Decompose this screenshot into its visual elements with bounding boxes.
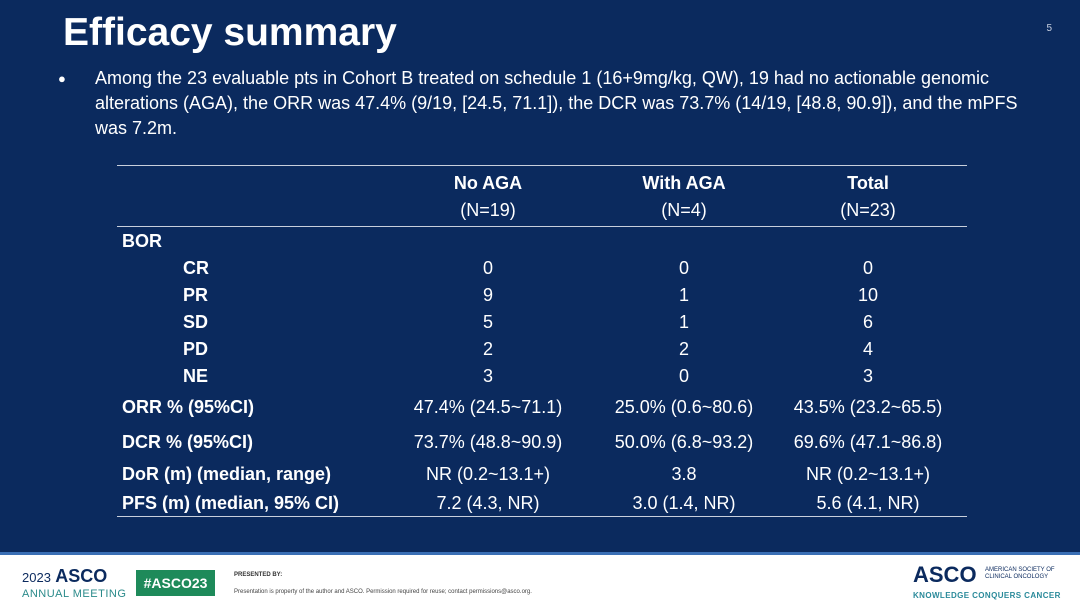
row-label: PR [183,284,209,305]
table-cell: 5 [482,311,493,332]
table-cell: 69.6% (47.1~86.8) [793,432,943,452]
row-label: DoR (m) (median, range) [122,464,332,484]
table-row: CR 0 0 0 [117,254,967,281]
row-label: PFS (m) (median, 95% CI) [122,492,340,513]
table-cell: 5.6 (4.1, NR) [816,492,920,513]
efficacy-table: No AGA (N=19) With AGA (N=4) Total (N=23) B… [117,165,967,517]
table-cell: 9 [482,284,493,305]
table-cell: 25.0% (0.6~80.6) [614,397,754,417]
row-label: PD [183,338,209,359]
table-cell: 1 [678,311,689,332]
footer: 2023 ASCO ANNUAL MEETING #ASCO23 PRESENT… [0,552,1080,608]
row-label: CR [183,257,209,278]
row-label: SD [183,311,209,332]
table-cell: 2 [482,338,493,359]
table-cell: 3 [862,365,873,386]
table-cell: 0 [678,257,689,278]
table-cell: NR (0.2~13.1+) [805,464,931,484]
table-cell: 50.0% (6.8~93.2) [614,432,754,452]
bullet-icon: ● [58,71,66,86]
table-cell: 1 [678,284,689,305]
section-label: BOR [122,230,162,251]
table-row: ORR % (95%CI) 47.4% (24.5~71.1) 25.0% (0.6… [117,389,967,425]
table-cell: 0 [678,365,689,386]
bullet-text: Among the 23 evaluable pts in Cohort B t… [95,68,1018,138]
column-header: No AGA (N=19) [453,173,523,220]
table-row: PR 9 1 10 [117,281,967,308]
page-number: 5 [1046,23,1052,34]
table-header: No AGA (N=19) With AGA (N=4) Total (N=23) [117,166,967,227]
table-cell: 0 [482,257,493,278]
table-cell: 6 [862,311,873,332]
table-cell: 3.8 [671,464,697,484]
row-label: NE [183,365,209,386]
table-cell: 0 [862,257,873,278]
table-cell: 10 [857,284,879,305]
table-row: DCR % (95%CI) 73.7% (48.8~90.9) 50.0% (6.8… [117,425,967,459]
table-cell: 7.2 (4.3, NR) [436,492,540,513]
table-row: NE 3 0 3 [117,362,967,389]
table-cell: 2 [678,338,689,359]
table-row: SD 5 1 6 [117,308,967,335]
table-cell: 3 [482,365,493,386]
table-cell: 4 [862,338,873,359]
table-cell: 47.4% (24.5~71.1) [413,397,563,417]
hashtag-badge: #ASCO23 [136,570,215,596]
table-row: DoR (m) (median, range) NR (0.2~13.1+) 3.8… [117,459,967,489]
tagline: KNOWLEDGE CONQUERS CANCER [913,591,1061,600]
asco-meeting-logo: 2023 ASCO [22,566,108,586]
row-label: DCR % (95%CI) [122,432,254,452]
meeting-label: ANNUAL MEETING [22,588,127,600]
table-row: PFS (m) (median, 95% CI) 7.2 (4.3, NR) 3.0… [117,489,967,516]
table-cell: 3.0 (1.4, NR) [632,492,736,513]
presented-by: PRESENTED BY: [234,572,283,578]
table-row: BOR [117,227,967,254]
column-header: With AGA (N=4) [642,173,726,220]
slide-title: Efficacy summary [63,11,397,54]
column-header: Total (N=23) [840,173,896,220]
permission-note: Presentation is property of the author a… [234,589,532,595]
table-cell: NR (0.2~13.1+) [425,464,551,484]
table-cell: 43.5% (23.2~65.5) [793,397,943,417]
asco-logo: ASCO [913,562,977,587]
table-cell: 73.7% (48.8~90.9) [413,432,563,452]
table-row: PD 2 2 4 [117,335,967,362]
society-name: AMERICAN SOCIETY OF CLINICAL ONCOLOGY [985,567,1055,580]
row-label: ORR % (95%CI) [122,397,255,417]
